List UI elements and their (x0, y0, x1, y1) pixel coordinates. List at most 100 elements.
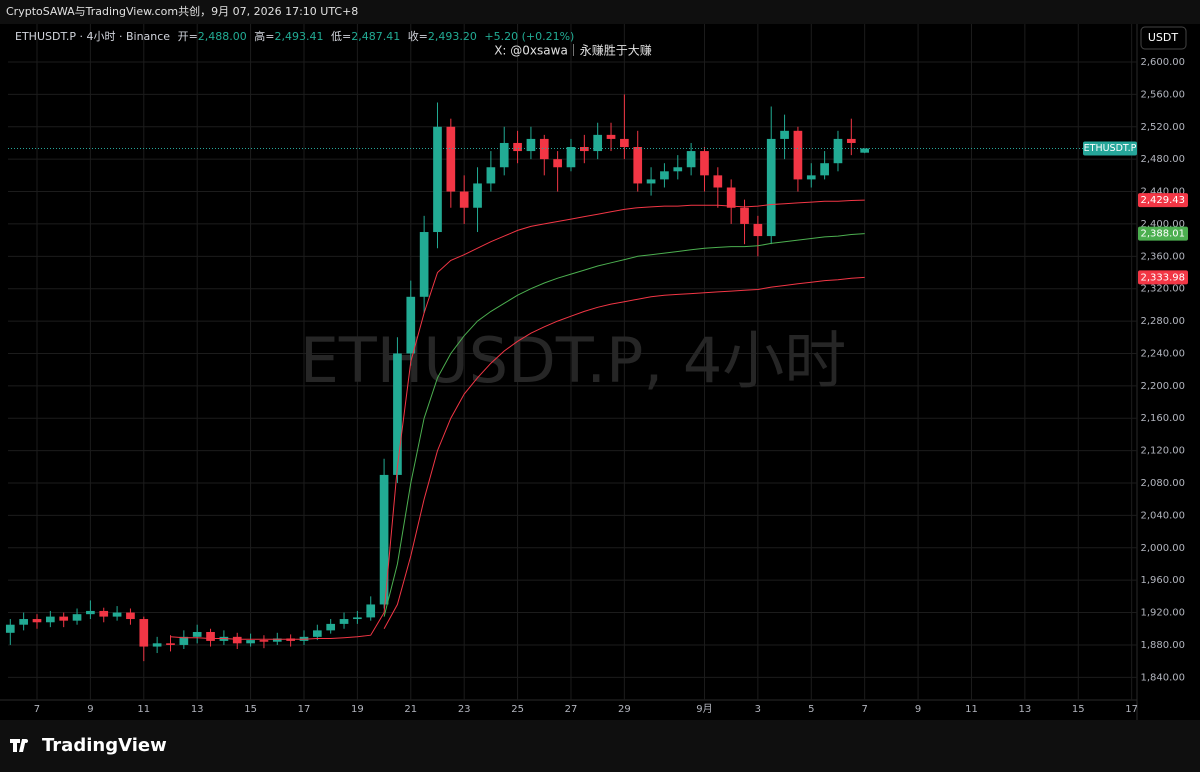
x-tick-label: 13 (1018, 704, 1031, 715)
candle-body (366, 604, 376, 618)
candle-body (393, 353, 402, 475)
candle-body (566, 147, 576, 168)
candle-body (112, 612, 122, 617)
x-tick-label: 27 (565, 704, 578, 715)
x-tick-label: 15 (244, 704, 257, 715)
field-label: 开= (178, 30, 198, 43)
candle-body (526, 138, 536, 152)
candle-body (406, 296, 416, 354)
x-tick-label: 7 (34, 704, 40, 715)
candle-body (166, 643, 175, 645)
candle-body (513, 142, 522, 152)
x-tick-label: 3 (755, 704, 761, 715)
candle-body (19, 619, 28, 625)
y-tick-label: 2,120.00 (1140, 446, 1185, 457)
candle-body (72, 614, 82, 621)
candle-body (5, 624, 15, 633)
x-tick-label: 29 (618, 704, 631, 715)
candle-body (686, 151, 696, 168)
candle-body (32, 619, 42, 623)
field-value: 2,493.41 (275, 30, 324, 43)
x-tick-label: 25 (511, 704, 524, 715)
y-tick-label: 2,440.00 (1140, 187, 1185, 198)
candle-body (673, 167, 683, 172)
price-tag (1138, 226, 1188, 241)
header: ETHUSDT.P · 4小时 · Binance 开=2,488.00 高=2… (15, 29, 574, 43)
candle-body (553, 159, 562, 168)
currency-button-label[interactable]: USDT (1148, 31, 1179, 44)
candle-body (246, 640, 255, 644)
candle-body (726, 187, 736, 208)
candle-body (179, 636, 189, 645)
candle-body (419, 232, 429, 297)
x-tick-label: 15 (1072, 704, 1085, 715)
x-tick-label: 9 (915, 704, 921, 715)
candle-body (766, 138, 776, 237)
candle-body (86, 610, 95, 615)
symbol: ETHUSDT.P · 4小时 · Binance (15, 30, 170, 43)
x-tick-label: 9 (87, 704, 93, 715)
candle-body (459, 191, 469, 208)
candle-body (833, 138, 843, 164)
candle-body (379, 474, 389, 605)
footer-brand: TradingView (42, 735, 167, 756)
watermark: ETHUSDT.P, 4小时 (300, 324, 847, 397)
candle-body (446, 126, 456, 192)
plot (5, 94, 1137, 662)
y-tick-label: 2,600.00 (1140, 57, 1185, 68)
candle-body (206, 631, 215, 641)
price-tag (1138, 270, 1188, 285)
last-price-tag (1083, 141, 1137, 156)
y-tick-label: 1,960.00 (1140, 575, 1185, 586)
logo-icon (10, 739, 29, 752)
x-tick-label: 11 (137, 704, 150, 715)
x-tick-label: 23 (458, 704, 471, 715)
candle-body (232, 636, 242, 644)
candle-body (312, 630, 322, 637)
y-tick-label: 2,080.00 (1140, 478, 1185, 489)
candle-body (59, 616, 69, 621)
candle-body (806, 175, 816, 180)
y-tick-label: 2,040.00 (1140, 510, 1185, 521)
field-value: 2,487.41 (351, 30, 400, 43)
y-tick-label: 2,360.00 (1140, 251, 1185, 262)
x-tick-label: 17 (1125, 704, 1138, 715)
field-label: 收= (408, 29, 428, 43)
x-tick-label: 19 (351, 704, 364, 715)
x-tick-label: 13 (191, 704, 204, 715)
x-tick-label: 9月 (696, 703, 712, 715)
candle-body (339, 619, 349, 624)
candle-body (499, 142, 509, 168)
logo: TradingView (10, 735, 167, 756)
candle-body (272, 638, 282, 642)
price-tag-label: 2,429.43 (1140, 195, 1185, 206)
candle-body (620, 138, 629, 148)
change: +5.20 (+0.21%) (484, 30, 574, 43)
y-tick-label: 1,840.00 (1140, 672, 1185, 683)
candle-body (713, 175, 723, 188)
x-tick-label: 5 (808, 704, 814, 715)
candle-body (473, 183, 482, 208)
band-line (383, 276, 865, 630)
candle-body (433, 126, 442, 233)
currency-button[interactable] (1140, 26, 1187, 50)
candle-body (846, 138, 856, 143)
candle-body (46, 616, 55, 623)
candle-body (780, 130, 789, 139)
candle-body (353, 617, 362, 620)
field-label: 高= (254, 29, 274, 43)
candle-body (326, 623, 336, 631)
candle-body (192, 631, 202, 637)
candle-body (486, 167, 496, 184)
y-tick-label: 2,280.00 (1140, 316, 1185, 327)
y-tick-label: 2,240.00 (1140, 348, 1185, 359)
last-price-tag-label: ETHUSDT.P (1084, 143, 1137, 154)
candle-body (259, 640, 269, 642)
candle-body (99, 610, 109, 617)
field-value: 2,493.20 (428, 30, 477, 43)
y-tick-label: 2,560.00 (1140, 89, 1185, 100)
x-tick-label: 11 (965, 704, 978, 715)
y-tick-label: 1,920.00 (1140, 608, 1185, 619)
candle-body (593, 134, 603, 152)
